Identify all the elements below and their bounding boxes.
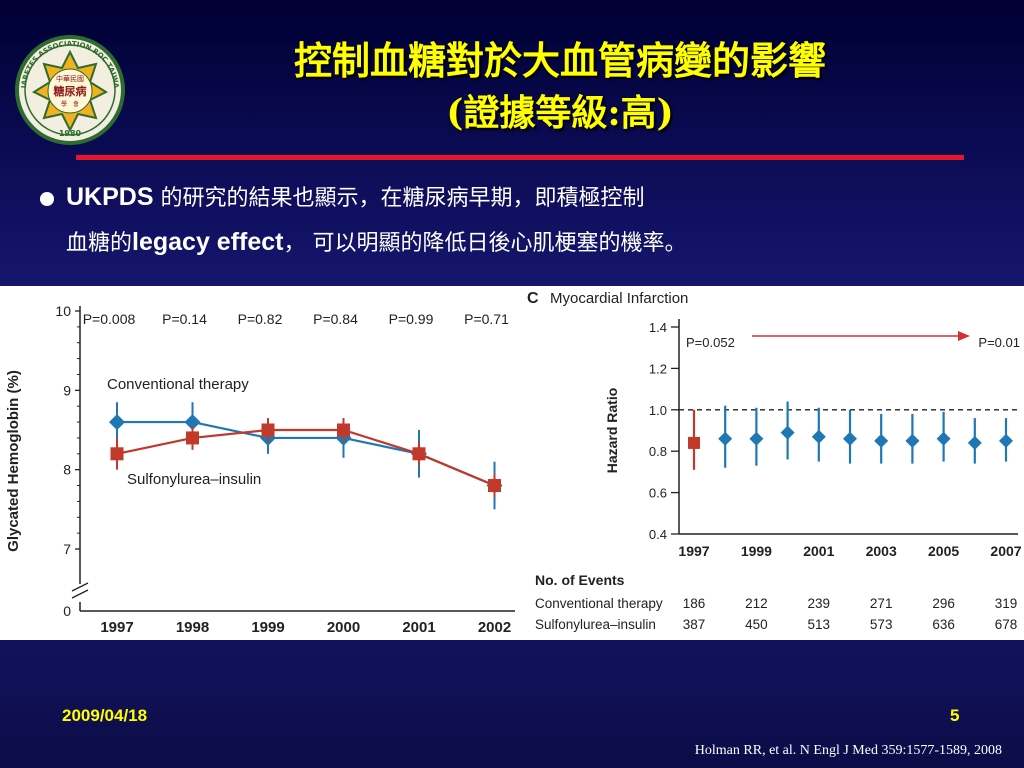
mi-point-diamond xyxy=(780,425,795,440)
bullet-text-rest: 的研究的結果也顯示，在糖尿病早期，即積極控制 xyxy=(153,186,645,211)
footer-date: 2009/04/18 xyxy=(62,706,148,725)
mi-point-diamond xyxy=(718,431,733,446)
hba1c-y-tick-label: 0 xyxy=(63,603,71,619)
bullet-text-end: ， 可以明顯的降低日後心肌梗塞的機率。 xyxy=(283,231,687,256)
hba1c-y-tick-label: 7 xyxy=(63,541,71,557)
mi-point-diamond xyxy=(967,435,982,450)
axis-break-mark xyxy=(71,589,89,599)
mi-point-square xyxy=(688,436,700,449)
citation: Holman RR, et al. N Engl J Med 359:1577-… xyxy=(694,743,1002,758)
association-logo: 中華民國 糖尿病 學 會 DIABETES ASSOCIATION ROC TA… xyxy=(14,34,125,145)
hba1c-point-sulfonylurea xyxy=(186,431,199,445)
hba1c-p-value: P=0.84 xyxy=(313,311,358,327)
hba1c-y-tick-label: 10 xyxy=(55,303,71,319)
hba1c-x-tick-label: 1998 xyxy=(176,619,209,636)
mi-y-tick-label: 1.4 xyxy=(649,320,667,335)
mi-point-diamond xyxy=(811,429,826,444)
events-cell: 186 xyxy=(683,596,706,611)
mi-x-tick-label: 2001 xyxy=(803,543,834,559)
mi-panel-letter: C xyxy=(527,290,539,307)
hba1c-point-sulfonylurea xyxy=(261,423,275,437)
hba1c-point-sulfonylurea xyxy=(110,447,124,461)
hba1c-x-tick-label: 2000 xyxy=(327,619,360,636)
hba1c-p-value: P=0.82 xyxy=(238,311,283,327)
chart-panel: 10 9 8 7 0 Glycated Hemoglobin (%) 1997 1998 199… xyxy=(0,286,1024,640)
mi-x-tick-label: 1997 xyxy=(678,543,709,559)
events-cell: 450 xyxy=(745,617,768,632)
hba1c-y-tick-label: 8 xyxy=(63,462,71,478)
logo-text-main: 糖尿病 xyxy=(54,84,87,98)
mi-y-tick-label: 0.8 xyxy=(649,444,667,459)
mi-y-tick-label: 0.6 xyxy=(649,486,667,501)
slide-title: 控制血糖對於大血管病變的影響 xyxy=(293,38,826,83)
hba1c-point-sulfonylurea xyxy=(488,479,501,493)
events-cell: 678 xyxy=(995,617,1018,632)
mi-point-diamond xyxy=(936,431,951,446)
events-cell: 212 xyxy=(745,596,768,611)
hba1c-point-conventional xyxy=(109,414,125,431)
mi-x-tick-label: 2007 xyxy=(990,543,1021,559)
charts-svg: 10 9 8 7 0 Glycated Hemoglobin (%) 1997 1998 199… xyxy=(5,290,1022,636)
series-label-conventional: Conventional therapy xyxy=(107,376,249,393)
hba1c-y-axis-title: Glycated Hemoglobin (%) xyxy=(5,370,22,552)
axis-break-mark xyxy=(71,582,89,592)
events-cell: 271 xyxy=(870,596,893,611)
bullet-text-line1: UKPDS 的研究的結果也顯示，在糖尿病早期，即積極控制 xyxy=(66,181,645,215)
hba1c-p-value: P=0.14 xyxy=(162,311,207,327)
bullet-text-line2: 血糖的legacy effect， 可以明顯的降低日後心肌梗塞的機率。 xyxy=(66,226,686,260)
bullet-legacy-effect: legacy effect xyxy=(132,228,284,256)
events-row-label: Sulfonylurea–insulin xyxy=(535,617,656,632)
mi-x-tick-label: 1999 xyxy=(741,543,772,559)
mi-chart-title: Myocardial Infarction xyxy=(550,290,688,307)
events-cell: 319 xyxy=(995,596,1018,611)
hba1c-point-sulfonylurea xyxy=(412,447,426,461)
mi-point-diamond xyxy=(999,433,1013,448)
slide-subtitle: (證據等級:高) xyxy=(446,92,674,134)
hba1c-x-tick-label: 1997 xyxy=(100,619,133,636)
bullet-study-name: UKPDS xyxy=(66,183,154,211)
events-cell: 513 xyxy=(808,617,831,632)
hba1c-point-sulfonylurea xyxy=(337,423,350,437)
bullet-icon xyxy=(40,192,54,206)
hba1c-series-line xyxy=(116,428,495,487)
events-cell: 387 xyxy=(683,617,706,632)
logo-year: 1980 xyxy=(59,129,82,138)
events-cell: 573 xyxy=(870,617,893,632)
hba1c-p-value: P=0.008 xyxy=(83,311,136,327)
mi-y-tick-label: 1.0 xyxy=(649,403,667,418)
events-table-title: No. of Events xyxy=(535,572,625,588)
hba1c-x-tick-label: 2001 xyxy=(402,619,435,636)
page-number: 5 xyxy=(950,706,960,725)
mi-x-tick-label: 2003 xyxy=(866,543,897,559)
mi-point-diamond xyxy=(749,431,764,446)
events-cell: 239 xyxy=(808,596,831,611)
logo-text-top: 中華民國 xyxy=(56,74,84,83)
hba1c-x-tick-label: 1999 xyxy=(251,619,284,636)
series-label-sulfonylurea: Sulfonylurea–insulin xyxy=(127,471,261,488)
hba1c-point-conventional xyxy=(184,414,201,431)
logo-text-bottom: 學 會 xyxy=(61,100,79,108)
mi-point-diamond xyxy=(843,431,857,446)
hba1c-y-tick-label: 9 xyxy=(63,382,71,398)
mi-y-tick-label: 1.2 xyxy=(649,361,667,376)
events-cell: 296 xyxy=(932,596,955,611)
bullet-text-pre: 血糖的 xyxy=(66,231,133,256)
mi-p-end: P=0.01 xyxy=(978,335,1020,350)
mi-p-start: P=0.052 xyxy=(686,335,735,350)
mi-x-tick-label: 2005 xyxy=(928,543,959,559)
mi-point-diamond xyxy=(905,433,920,448)
title-divider xyxy=(76,155,964,160)
mi-y-axis-title: Hazard Ratio xyxy=(604,388,620,474)
mi-y-tick-label: 0.4 xyxy=(649,527,667,542)
hba1c-p-value: P=0.71 xyxy=(464,311,509,327)
mi-point-diamond xyxy=(874,433,889,448)
hba1c-x-tick-label: 2002 xyxy=(478,619,511,636)
events-cell: 636 xyxy=(932,617,955,632)
events-row-label: Conventional therapy xyxy=(535,596,663,611)
mi-trend-arrow-head xyxy=(958,331,970,341)
hba1c-p-value: P=0.99 xyxy=(389,311,434,327)
